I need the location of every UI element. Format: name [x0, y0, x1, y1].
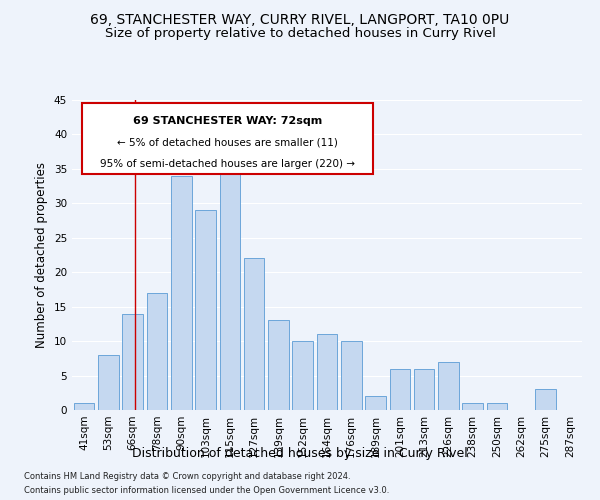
Bar [98, 355, 119, 410]
Bar [535, 390, 556, 410]
Bar [341, 341, 362, 410]
Text: 95% of semi-detached houses are larger (220) →: 95% of semi-detached houses are larger (… [100, 159, 355, 169]
Bar [365, 396, 386, 410]
Bar [74, 403, 94, 410]
FancyBboxPatch shape [82, 103, 373, 174]
Bar [268, 320, 289, 410]
Text: Size of property relative to detached houses in Curry Rivel: Size of property relative to detached ho… [104, 28, 496, 40]
Bar [438, 362, 459, 410]
Bar [195, 210, 216, 410]
Bar [292, 341, 313, 410]
Bar [122, 314, 143, 410]
Y-axis label: Number of detached properties: Number of detached properties [35, 162, 49, 348]
Text: Contains public sector information licensed under the Open Government Licence v3: Contains public sector information licen… [24, 486, 389, 495]
Bar [244, 258, 265, 410]
Bar [487, 403, 508, 410]
Bar [220, 155, 240, 410]
Bar [463, 403, 483, 410]
Text: 69 STANCHESTER WAY: 72sqm: 69 STANCHESTER WAY: 72sqm [133, 116, 322, 126]
Bar [146, 293, 167, 410]
Bar [389, 368, 410, 410]
Text: 69, STANCHESTER WAY, CURRY RIVEL, LANGPORT, TA10 0PU: 69, STANCHESTER WAY, CURRY RIVEL, LANGPO… [91, 12, 509, 26]
Text: ← 5% of detached houses are smaller (11): ← 5% of detached houses are smaller (11) [117, 137, 338, 147]
Bar [317, 334, 337, 410]
Bar [171, 176, 191, 410]
Bar [414, 368, 434, 410]
Text: Distribution of detached houses by size in Curry Rivel: Distribution of detached houses by size … [132, 448, 468, 460]
Text: Contains HM Land Registry data © Crown copyright and database right 2024.: Contains HM Land Registry data © Crown c… [24, 472, 350, 481]
